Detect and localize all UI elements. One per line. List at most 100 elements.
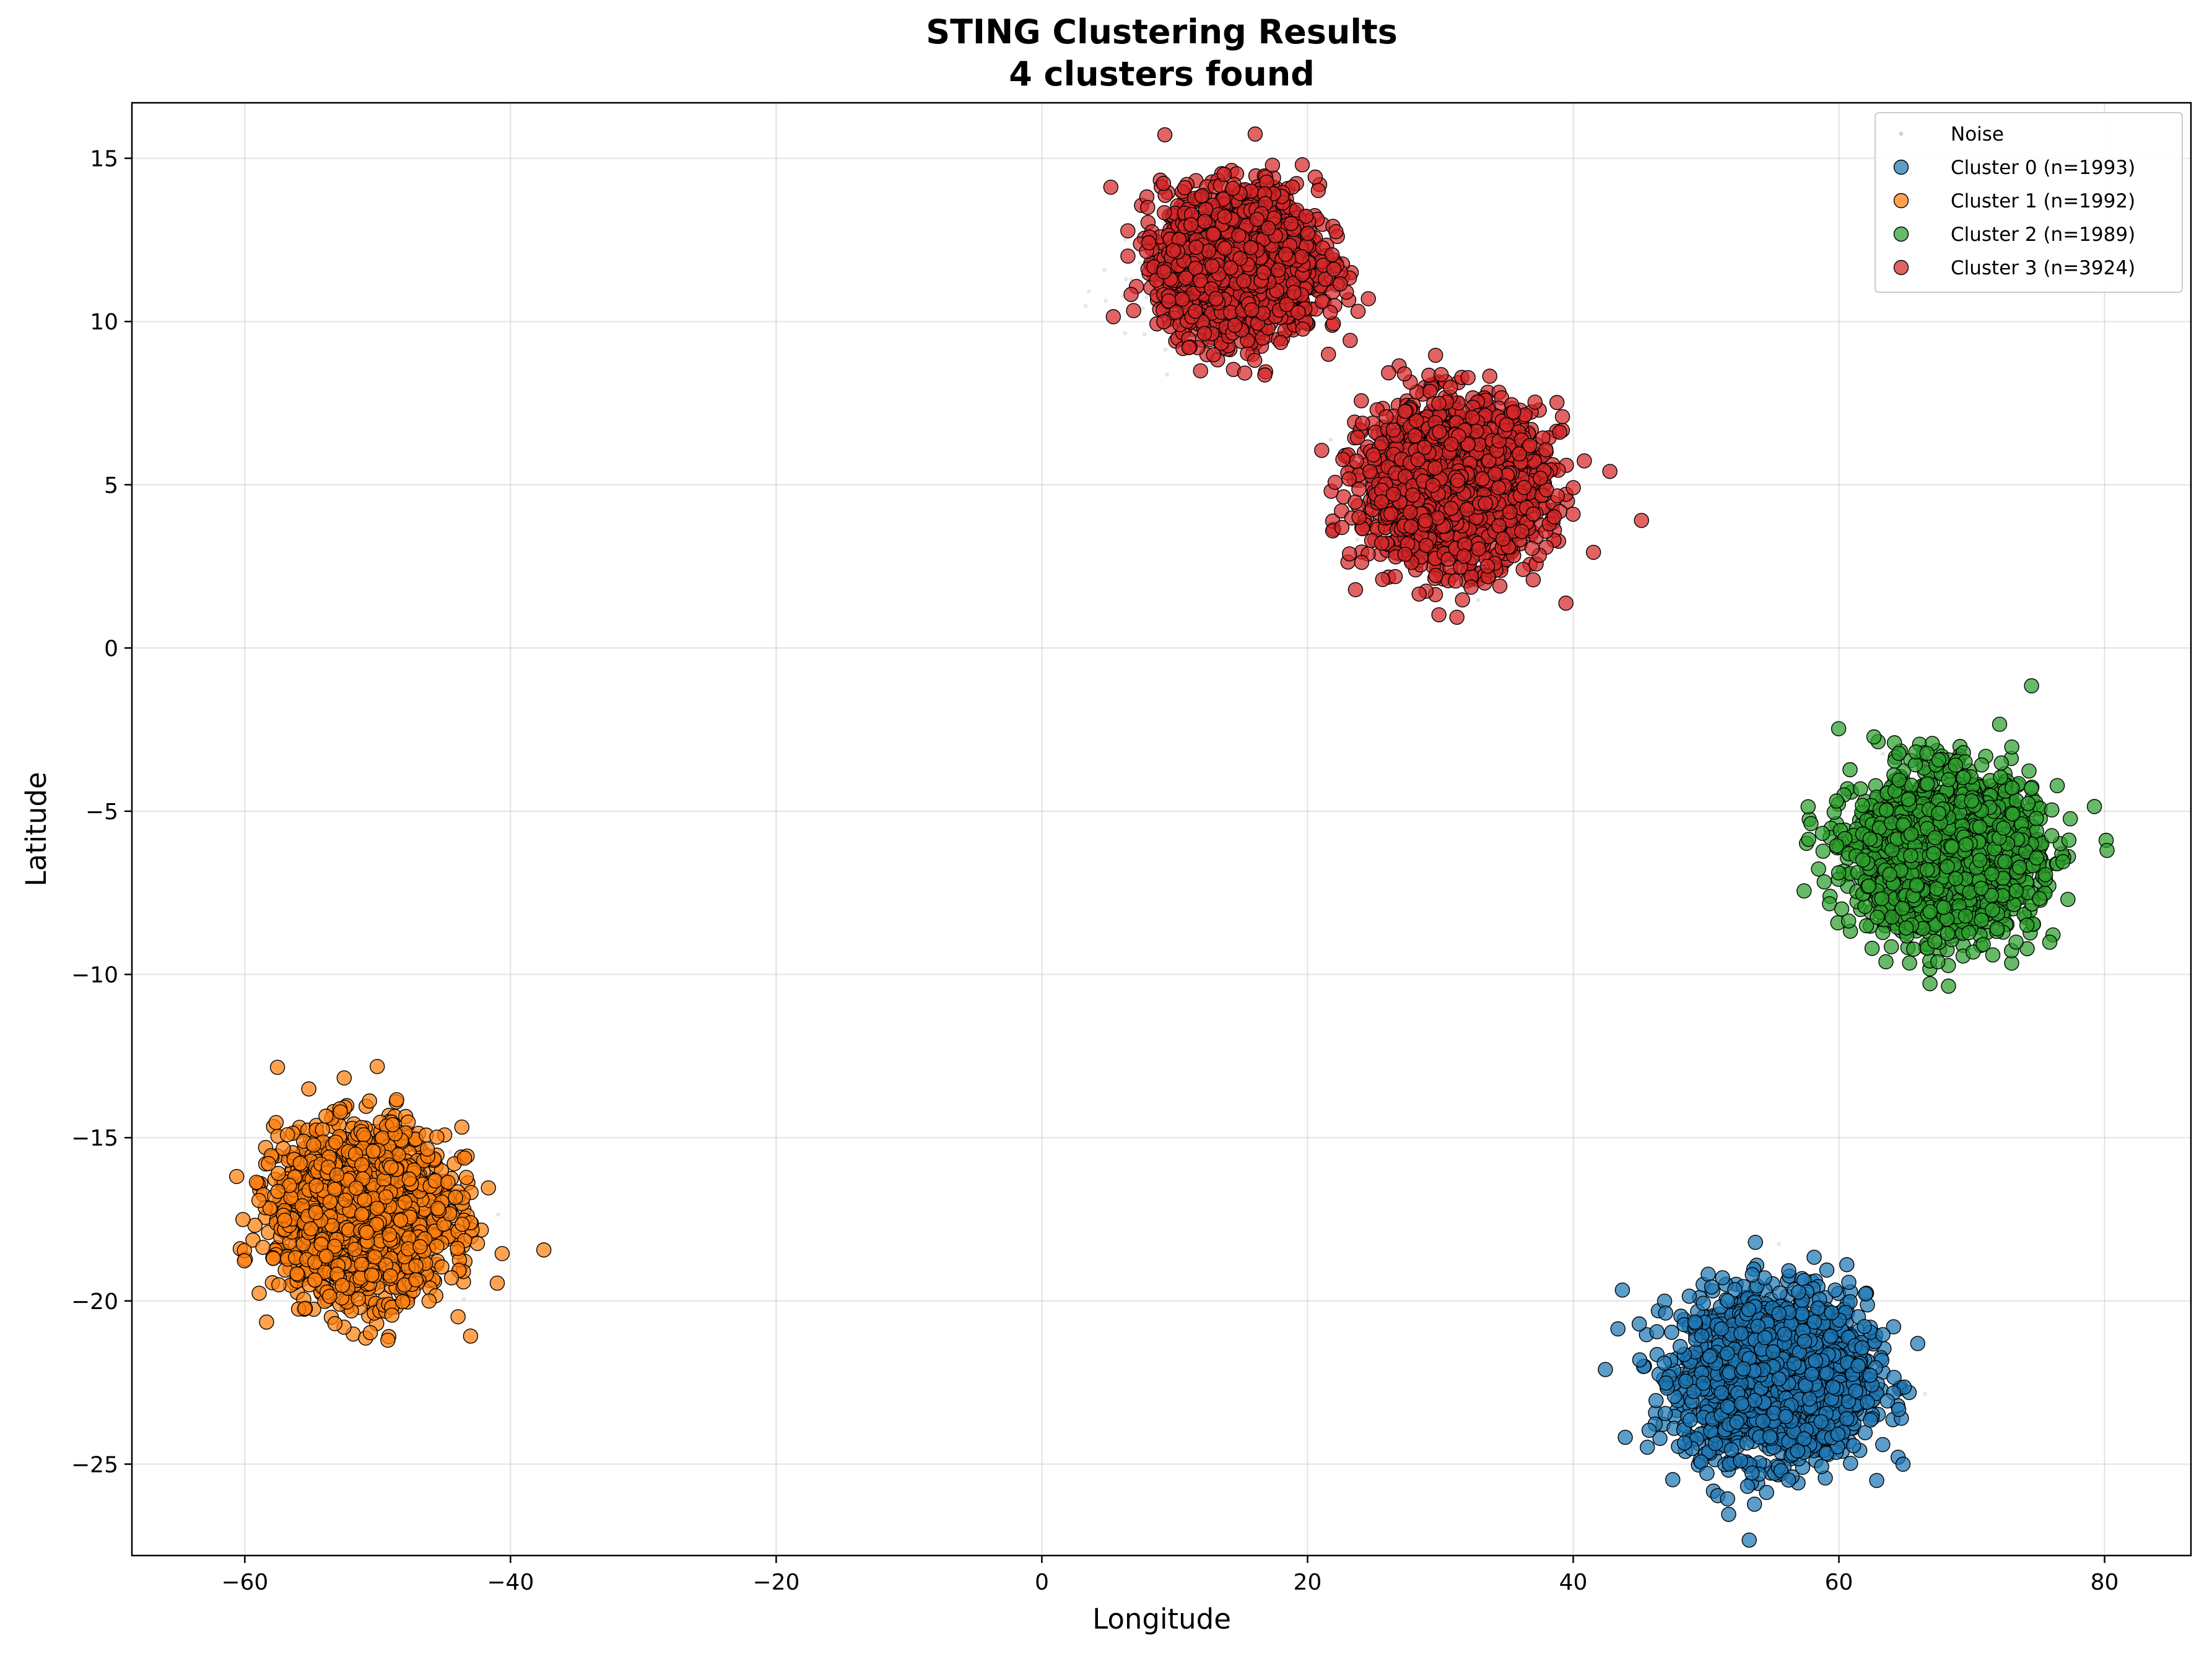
data-point xyxy=(261,1156,276,1172)
data-point xyxy=(308,1204,324,1221)
data-point xyxy=(1992,716,2008,732)
data-point xyxy=(1801,1391,1818,1407)
data-point xyxy=(430,1201,446,1216)
data-point xyxy=(1720,1491,1735,1507)
data-point xyxy=(1879,1393,1896,1409)
data-point xyxy=(307,1272,323,1288)
data-point xyxy=(334,1277,350,1293)
data-point xyxy=(427,1173,443,1189)
data-point xyxy=(1696,1375,1711,1391)
data-point xyxy=(1827,1282,1843,1298)
data-point xyxy=(229,1169,245,1185)
data-point xyxy=(1757,1330,1773,1346)
data-point xyxy=(333,1104,348,1120)
data-point xyxy=(412,1238,428,1255)
data-point xyxy=(1771,1305,1787,1321)
data-point xyxy=(237,1253,252,1269)
chart-subtitle: 4 clusters found xyxy=(1009,54,1315,94)
noise-point xyxy=(1086,289,1091,294)
data-point xyxy=(1813,1414,1829,1430)
data-point xyxy=(419,1141,435,1157)
data-point xyxy=(1744,1267,1760,1282)
data-point xyxy=(1886,1370,1902,1385)
data-point xyxy=(1771,1371,1787,1387)
data-point xyxy=(1741,1302,1757,1318)
noise-point xyxy=(1124,277,1128,282)
data-point xyxy=(271,1277,287,1293)
data-point xyxy=(1720,1399,1736,1414)
data-point xyxy=(1641,1422,1657,1439)
data-point xyxy=(248,1174,264,1190)
data-point xyxy=(1777,1326,1792,1342)
data-point xyxy=(328,1134,344,1150)
data-point xyxy=(1814,1458,1829,1474)
data-point xyxy=(429,1130,445,1145)
chart-title: STING Clustering Results xyxy=(926,12,1398,51)
data-point xyxy=(1740,1478,1756,1494)
data-point xyxy=(1657,1406,1673,1421)
data-point xyxy=(1672,1339,1688,1354)
noise-point xyxy=(1123,331,1128,336)
noise-point xyxy=(1165,372,1169,377)
data-point xyxy=(1699,1466,1715,1481)
data-point xyxy=(1720,1293,1736,1308)
data-point xyxy=(448,1190,463,1205)
data-point xyxy=(322,1289,337,1304)
data-point xyxy=(1780,1472,1796,1488)
data-point xyxy=(1850,1358,1866,1373)
data-point xyxy=(1845,1438,1861,1453)
data-point xyxy=(354,1157,370,1173)
data-point xyxy=(389,1092,404,1108)
data-point xyxy=(327,1316,343,1331)
data-point xyxy=(1910,1336,1926,1351)
data-point xyxy=(1823,1328,1839,1344)
data-point xyxy=(1658,1305,1673,1321)
data-point xyxy=(481,1180,496,1196)
data-point xyxy=(1687,1314,1703,1330)
data-point xyxy=(1744,1465,1760,1481)
data-point xyxy=(384,1307,399,1323)
data-point xyxy=(337,1192,353,1208)
data-point xyxy=(380,1333,396,1348)
noise-point xyxy=(1142,332,1147,337)
data-point xyxy=(1610,1321,1626,1337)
noise-point xyxy=(1355,537,1360,542)
data-point xyxy=(2021,763,2037,779)
data-point xyxy=(536,1242,552,1258)
data-point xyxy=(397,1195,413,1210)
data-point xyxy=(1772,1285,1788,1301)
data-point xyxy=(1734,1396,1749,1411)
data-point xyxy=(349,1180,364,1196)
data-point xyxy=(1748,1234,1763,1250)
data-point xyxy=(1791,1284,1806,1300)
data-point xyxy=(1790,1443,1806,1459)
data-point xyxy=(1762,1429,1778,1445)
data-point xyxy=(359,1225,375,1240)
data-point xyxy=(292,1156,308,1171)
data-point xyxy=(1598,1362,1613,1377)
data-point xyxy=(308,1178,324,1194)
data-point xyxy=(408,1258,424,1274)
data-point xyxy=(364,1267,380,1283)
data-point xyxy=(1639,1439,1655,1455)
data-point xyxy=(318,1248,334,1264)
data-point xyxy=(1860,1395,1875,1410)
data-point xyxy=(455,1216,470,1232)
data-point xyxy=(1649,1324,1665,1339)
data-point xyxy=(1857,1319,1872,1334)
data-point xyxy=(378,1189,394,1205)
data-point xyxy=(1721,1507,1736,1522)
data-point xyxy=(365,1144,381,1159)
data-point xyxy=(1862,1367,1878,1383)
data-point xyxy=(297,1300,313,1317)
data-point xyxy=(1839,1257,1855,1273)
data-point xyxy=(1869,1473,1884,1489)
data-point xyxy=(1741,1532,1757,1548)
noise-point xyxy=(1138,260,1143,265)
data-point xyxy=(1713,1385,1730,1401)
data-point xyxy=(1614,1282,1631,1298)
noise-point xyxy=(1144,295,1149,300)
data-point xyxy=(1681,1288,1697,1304)
data-point xyxy=(450,1240,465,1256)
